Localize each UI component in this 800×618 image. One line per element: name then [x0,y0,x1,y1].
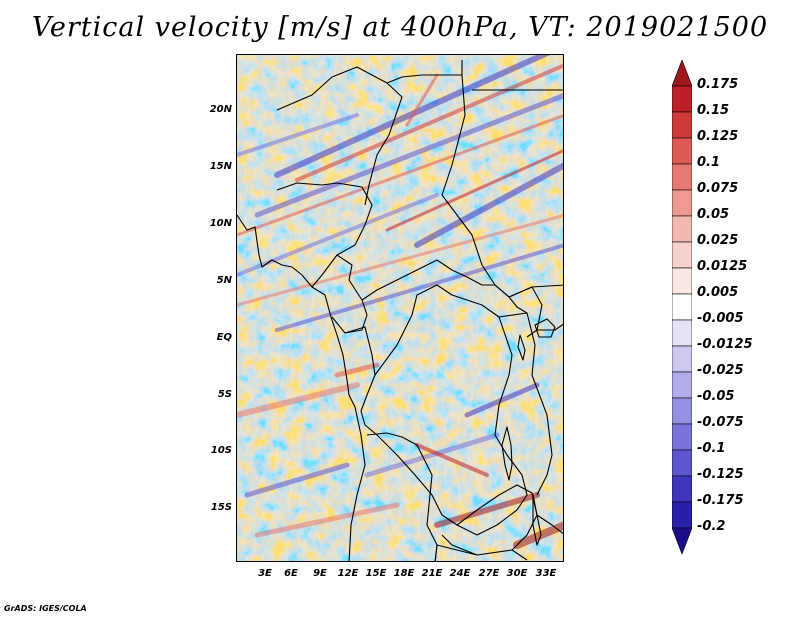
lat-label: 5N [216,275,232,286]
velocity-band [254,502,400,538]
velocity-band [274,55,551,178]
lat-label: 5S [217,389,232,400]
colorbar-label: -0.175 [697,493,744,508]
velocity-band [434,492,540,528]
coastline-west [237,214,366,561]
colorbar-label: -0.075 [697,415,744,430]
lat-label: EQ [216,332,232,343]
lon-label: 9E [313,568,327,579]
grads-credit: GrADS: IGES/COLA [4,604,87,613]
colorbar-cell [672,163,692,191]
colorbar-label: 0.05 [697,207,730,222]
border-car [361,259,528,314]
velocity-band [254,93,563,218]
lake-victoria [534,318,556,338]
lon-label: 33E [535,568,557,579]
colorbar-cell [672,189,692,217]
colorbar-cell [672,449,692,477]
colorbar-label: 0.005 [697,285,739,300]
colorbar-cell [672,137,692,165]
colorbar-cell [672,475,692,503]
colorbar-label: -0.2 [697,519,726,534]
colorbar-cell [672,397,692,425]
border-nigeria [276,182,373,288]
colorbar-cell [672,293,692,321]
velocity-band [275,243,563,332]
colorbar-label: 0.175 [697,77,739,92]
colorbar-cell [672,85,692,113]
colorbar-cell [672,215,692,243]
velocity-band [405,73,439,127]
colorbar-label: -0.025 [697,363,744,378]
lat-label: 10N [209,218,232,229]
lat-label: 10S [210,445,232,456]
border-angola [366,432,438,561]
colorbar-cell [672,527,692,555]
velocity-band [364,432,500,478]
velocity-band [237,213,563,307]
colorbar-cell [672,345,692,373]
colorbar-label: 0.15 [697,103,730,118]
velocity-band [414,162,563,248]
velocity-band [237,114,563,237]
map-title: Vertical velocity [m/s] at 400hPa, VT: 2… [31,12,769,43]
colorbar-cell [672,60,692,87]
lon-label: 18E [393,568,415,579]
velocity-band [334,362,380,378]
lon-label: 21E [421,568,443,579]
border-kenya-uganda [508,286,563,338]
colorbar-cell [672,267,692,295]
velocity-band [385,149,563,232]
colorbar-label: -0.125 [697,467,744,482]
colorbar-cell [672,423,692,451]
velocity-band [237,113,359,157]
colorbar [672,60,692,555]
lon-label: 24E [449,568,471,579]
border-drc [360,284,528,536]
lon-label: 6E [284,568,298,579]
velocity-band [244,462,350,498]
lake-tanganyika [501,426,513,481]
velocity-band [415,443,489,477]
velocity-band [237,382,360,418]
lake-malawi [532,494,542,546]
colorbar-label: -0.05 [697,389,735,404]
colorbar-cell [672,371,692,399]
velocity-band [295,63,563,182]
lat-label: 15S [210,502,232,513]
colorbar-label: 0.125 [697,129,739,144]
colorbar-cell [672,111,692,139]
border-tanzania [498,312,553,496]
colorbar-label: -0.005 [697,311,744,326]
colorbar-label: 0.075 [697,181,739,196]
vertical-velocity-field [237,55,563,561]
colorbar-label: 0.025 [697,233,739,248]
border-libya-egypt [461,60,563,91]
border-congo [344,326,376,412]
border-niger-chad [276,66,403,206]
lon-label: 3E [258,568,272,579]
colorbar-cell [672,319,692,347]
colorbar-cell [672,501,692,529]
lon-label: 27E [478,568,500,579]
lon-label: 15E [365,568,387,579]
colorbar-label: 0.0125 [697,259,748,274]
lon-label: 30E [506,568,528,579]
colorbar-label: 0.1 [697,155,721,170]
lake-albert [517,334,526,361]
country-borders [237,60,563,561]
colorbar-cell [672,241,692,269]
colorbar-label: -0.1 [697,441,726,456]
lat-label: 20N [209,104,232,115]
colorbar-label: -0.0125 [697,337,753,352]
lat-label: 15N [209,161,232,172]
border-southern [434,514,563,561]
lon-label: 12E [337,568,359,579]
map-plot-area [236,54,564,562]
velocity-band [464,382,540,418]
